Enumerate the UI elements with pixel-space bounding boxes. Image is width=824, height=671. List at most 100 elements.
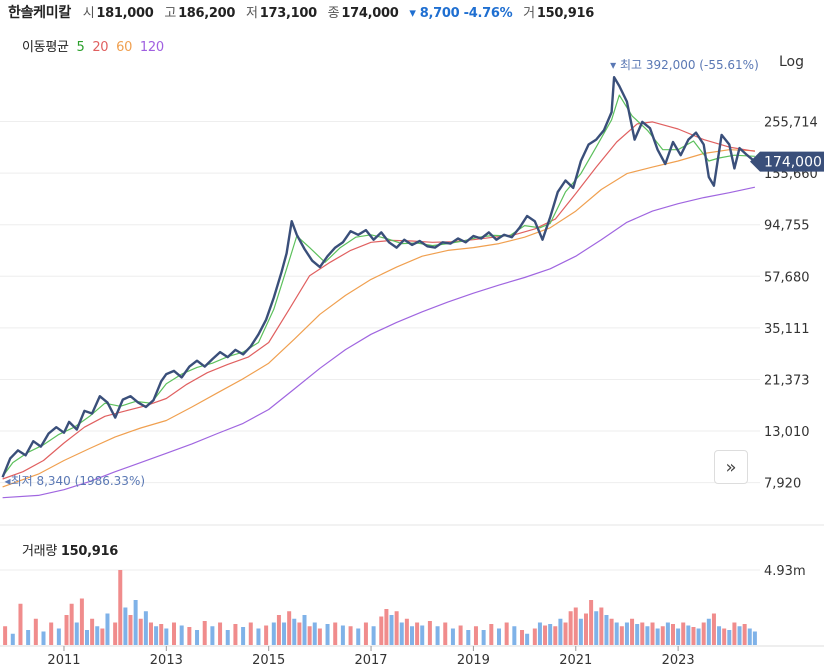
volume-bar	[90, 618, 95, 645]
volume-bar	[670, 624, 675, 645]
volume-label: 거	[523, 6, 535, 21]
volume-bar	[297, 622, 302, 645]
volume-bar	[41, 631, 46, 645]
volume-bar	[711, 613, 716, 645]
volume-bar	[302, 615, 307, 645]
x-tick-label: 2011	[47, 653, 80, 668]
volume-bar	[701, 622, 706, 645]
volume-bar	[473, 626, 478, 645]
y-tick-label: 94,755	[764, 219, 810, 234]
log-scale-toggle[interactable]: Log	[779, 54, 805, 70]
y-tick-label: 13,010	[764, 425, 810, 440]
volume-bar	[282, 622, 287, 645]
ma120-legend[interactable]: 120	[139, 40, 164, 55]
volume-bar	[537, 622, 542, 645]
volume-bar	[218, 622, 223, 645]
ma60-legend[interactable]: 60	[116, 40, 133, 55]
volume-bar	[727, 630, 732, 645]
volume-bar	[496, 628, 501, 645]
volume-bar	[56, 628, 61, 645]
volume-bar	[568, 611, 573, 645]
y-tick-label: 35,111	[764, 322, 810, 337]
moving-average-legend[interactable]: 이동평균 5 20 60 120	[22, 36, 168, 55]
volume-bar	[583, 613, 588, 645]
volume-bar	[443, 622, 448, 645]
volume-bar	[333, 622, 338, 645]
ma120-series-line	[2, 186, 756, 499]
volume-bar	[179, 625, 184, 645]
x-tick-label: 2021	[559, 653, 592, 668]
volume-bar	[548, 624, 553, 645]
volume-bar	[69, 603, 74, 645]
volume-bar	[312, 622, 317, 645]
volume-bar	[589, 600, 594, 645]
volume-bar	[420, 625, 425, 645]
price-series-line	[1, 76, 756, 478]
volume-bar	[394, 611, 399, 645]
volume-bar	[691, 627, 696, 645]
volume-bar	[118, 570, 123, 645]
volume-bar	[409, 626, 414, 645]
volume-bar	[399, 622, 404, 645]
low-annotation: ◂최저 8,340 (1986.33%)	[5, 474, 145, 488]
close-label: 종	[327, 6, 340, 21]
volume-bar	[489, 624, 494, 645]
volume-bar	[389, 615, 394, 645]
volume-bar	[717, 626, 722, 645]
x-tick-label: 2015	[252, 653, 285, 668]
ma5-legend[interactable]: 5	[76, 40, 85, 55]
ma20-legend[interactable]: 20	[92, 40, 109, 55]
x-tick-label: 2017	[354, 653, 387, 668]
high-annotation: ▾ 최고 392,000 (-55.61%)	[610, 58, 759, 72]
volume-bar	[371, 626, 376, 645]
stock-name: 한솔케미칼	[8, 5, 71, 21]
volume-bar	[10, 633, 15, 645]
volume-bar	[504, 622, 509, 645]
volume-bar	[133, 600, 138, 645]
volume-bar	[379, 616, 384, 645]
volume-bar	[599, 607, 604, 645]
volume-bar	[128, 615, 133, 645]
volume-bar	[384, 609, 389, 645]
volume-bar	[264, 625, 269, 645]
open-value: 181,000	[96, 6, 154, 21]
volume-bar	[113, 622, 118, 645]
volume-bar	[18, 603, 23, 645]
volume-bar	[210, 626, 215, 645]
volume-bar	[681, 622, 686, 645]
volume-bar	[26, 630, 31, 645]
y-tick-label: 21,373	[764, 373, 810, 388]
volume-bar	[427, 621, 432, 645]
volume-bar	[458, 625, 463, 645]
volume-bar	[271, 622, 276, 645]
volume-bar	[348, 626, 353, 645]
volume-bar	[95, 626, 100, 645]
y-tick-label: 255,714	[764, 116, 818, 131]
volume-bar	[187, 627, 192, 645]
volume-bar	[435, 626, 440, 645]
volume-bar	[665, 622, 670, 645]
volume-bar	[292, 618, 297, 645]
volume-bar	[159, 624, 164, 645]
volume-value: 150,916	[536, 6, 594, 21]
volume-bar	[660, 626, 665, 645]
volume-bar	[747, 628, 752, 645]
volume-bar	[225, 630, 230, 645]
volume-bar	[148, 622, 153, 645]
double-chevron-right-icon[interactable]: »	[714, 450, 748, 484]
volume-bar	[732, 622, 737, 645]
ma-legend-label: 이동평균	[22, 40, 69, 55]
volume-bar	[481, 630, 486, 645]
high-label: 고	[164, 6, 177, 21]
volume-panel-label: 거래량	[22, 544, 57, 559]
volume-panel-value: 150,916	[60, 544, 118, 559]
ma5-series-line	[2, 94, 755, 477]
volume-bar	[363, 622, 368, 645]
volume-bar	[325, 624, 330, 645]
close-value: 174,000	[341, 6, 399, 21]
volume-bar	[241, 627, 246, 645]
volume-bar	[317, 628, 322, 645]
volume-panel-title: 거래량 150,916	[22, 540, 118, 559]
y-tick-label: 7,920	[764, 477, 801, 492]
